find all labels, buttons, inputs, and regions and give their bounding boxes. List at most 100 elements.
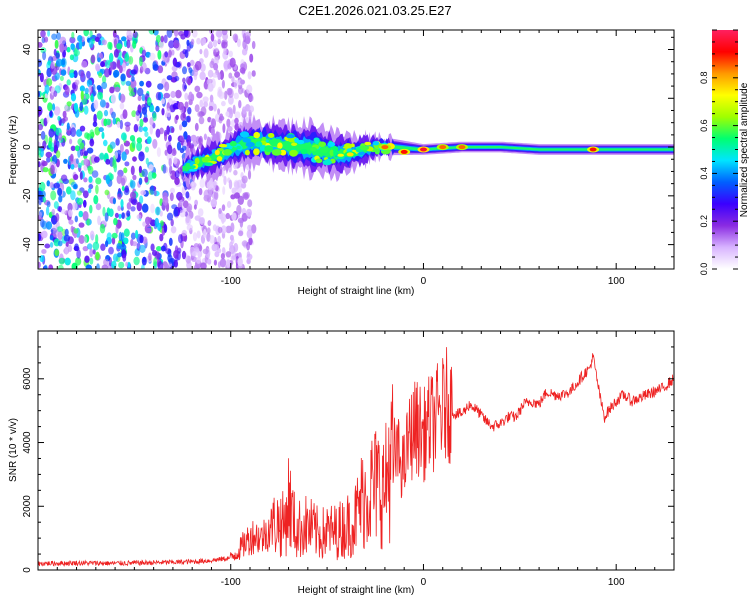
noise-speckle (103, 109, 109, 117)
noise-speckle (95, 234, 99, 244)
noise-speckle (130, 232, 136, 240)
snr-y-tick-label: 2000 (22, 495, 33, 518)
noise-speckle (213, 57, 219, 65)
noise-speckle (82, 211, 89, 221)
noise-speckle (46, 114, 50, 123)
heatmap-frame (37, 29, 675, 270)
noise-speckle (83, 150, 89, 156)
noise-speckle (88, 84, 93, 94)
noise-speckle (157, 222, 162, 231)
noise-speckle (141, 49, 147, 57)
noise-speckle (38, 123, 43, 131)
noise-speckle (87, 165, 92, 171)
noise-speckle (138, 151, 145, 162)
noise-speckle (125, 80, 131, 86)
noise-speckle (68, 155, 74, 165)
noise-speckle (142, 117, 149, 123)
noise-speckle (213, 49, 217, 57)
noise-speckle (64, 246, 69, 255)
noise-speckle (230, 194, 236, 200)
snr-x-axis-label: Height of straight line (km) (298, 585, 415, 596)
noise-speckle (232, 33, 239, 42)
snr-x-tick-label: 100 (608, 577, 625, 588)
noise-speckle (68, 219, 74, 225)
heatmap-x-tick-label: -100 (221, 276, 241, 287)
noise-speckle (139, 118, 144, 127)
ridge-blob (364, 141, 372, 146)
heatmap-y-tick-label: -20 (22, 188, 33, 203)
hotspot (589, 147, 597, 152)
noise-speckle (50, 164, 55, 175)
noise-speckle (228, 95, 234, 105)
noise-speckle (82, 190, 89, 199)
ridge-blob (344, 143, 352, 149)
noise-speckle (133, 124, 139, 133)
noise-speckle (166, 151, 173, 161)
heatmap-x-tick-label: 0 (421, 276, 427, 287)
noise-speckle (65, 241, 69, 248)
noise-speckle (116, 242, 122, 250)
noise-speckle (238, 230, 244, 237)
noise-speckle (144, 176, 149, 183)
noise-speckle (95, 177, 102, 185)
noise-speckle (173, 208, 179, 217)
noise-speckle (231, 76, 235, 83)
noise-speckle (64, 85, 70, 96)
noise-speckle (221, 79, 225, 89)
noise-speckle (237, 257, 243, 267)
noise-speckle (198, 137, 202, 144)
hotspot (346, 152, 354, 157)
noise-speckle (217, 108, 221, 115)
noise-speckle (84, 132, 90, 139)
noise-speckle (121, 151, 127, 161)
noise-speckle (140, 190, 147, 196)
ridge-blob (333, 149, 338, 157)
noise-speckle (38, 198, 42, 206)
noise-speckle (124, 53, 130, 62)
noise-speckle (89, 230, 95, 240)
noise-speckle (225, 212, 230, 220)
noise-speckle (152, 112, 157, 122)
noise-speckle (202, 96, 209, 103)
noise-speckle (88, 39, 94, 49)
noise-speckle (95, 184, 99, 195)
noise-speckle (146, 136, 152, 145)
noise-speckle (200, 262, 207, 269)
noise-speckle (213, 103, 217, 112)
ridge-blob (229, 140, 237, 147)
noise-speckle (155, 105, 160, 113)
noise-speckle (88, 176, 93, 183)
noise-speckle (249, 53, 254, 63)
heatmap-y-tick-label: -40 (22, 237, 33, 252)
noise-speckle (176, 141, 182, 151)
noise-speckle (242, 106, 247, 115)
noise-speckle (57, 115, 61, 121)
noise-speckle (161, 98, 165, 105)
noise-speckle (194, 85, 201, 93)
noise-speckle (183, 30, 189, 38)
ridge-blob (279, 149, 287, 156)
noise-speckle (79, 125, 86, 132)
noise-speckle (120, 199, 124, 208)
noise-speckle (60, 69, 67, 76)
noise-speckle (38, 59, 43, 67)
noise-speckle (111, 111, 116, 119)
noise-speckle (206, 227, 211, 235)
noise-speckle (105, 175, 111, 185)
noise-speckle (92, 84, 96, 93)
noise-speckle (38, 161, 41, 168)
noise-speckle (141, 256, 147, 266)
ridge-blob (261, 136, 267, 142)
noise-speckle (66, 101, 72, 107)
noise-speckle (69, 36, 76, 44)
noise-speckle (46, 156, 51, 163)
noise-speckle (100, 243, 106, 251)
noise-speckle (156, 147, 161, 158)
noise-speckle (242, 32, 247, 43)
snr-y-tick-label: 0 (22, 567, 33, 573)
noise-speckle (39, 72, 44, 83)
noise-speckle (213, 190, 219, 201)
noise-speckle (228, 179, 233, 190)
noise-speckle (78, 235, 85, 244)
snr-y-tick-label: 6000 (22, 367, 33, 390)
